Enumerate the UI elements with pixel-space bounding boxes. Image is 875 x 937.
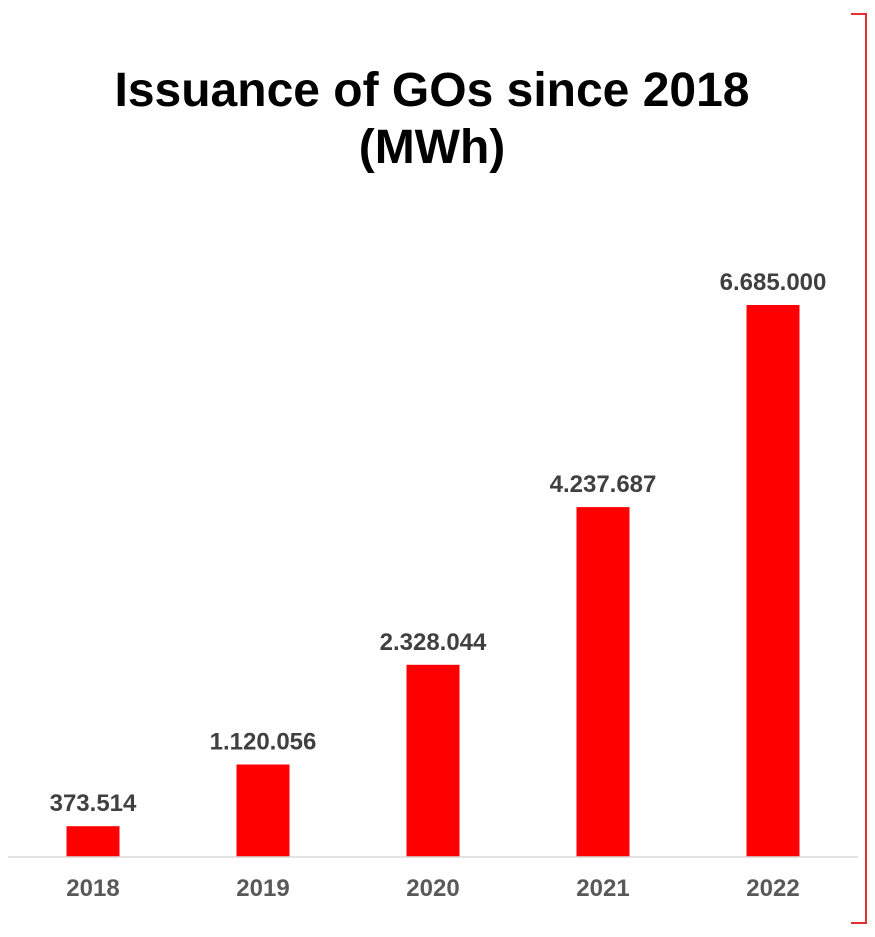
x-tick-label-2021: 2021 (576, 875, 629, 902)
chart-title-line-2: (MWh) (359, 121, 506, 174)
bar-2022 (746, 305, 800, 857)
right-bracket (851, 13, 867, 924)
data-label-2020: 2.328.044 (380, 629, 487, 656)
x-tick-label-2022: 2022 (746, 875, 799, 902)
bar-2021 (576, 507, 630, 857)
data-labels: 373.514 1.120.056 2.328.044 4.237.687 6.685.… (50, 269, 827, 817)
x-axis-tick-labels: 2018 2019 2020 2021 2022 (66, 875, 799, 902)
bar-2018 (66, 826, 120, 857)
data-label-2021: 4.237.687 (550, 471, 657, 498)
x-tick-label-2018: 2018 (66, 875, 119, 902)
data-label-2019: 1.120.056 (210, 729, 317, 756)
bar-2020 (406, 664, 460, 857)
chart-title-line-1: Issuance of GOs since 2018 (115, 64, 750, 117)
x-tick-label-2020: 2020 (406, 875, 459, 902)
x-tick-label-2019: 2019 (236, 875, 289, 902)
bar-series (66, 305, 800, 857)
data-label-2018: 373.514 (50, 790, 137, 817)
data-label-2022: 6.685.000 (720, 269, 827, 296)
bar-2019 (236, 764, 290, 857)
